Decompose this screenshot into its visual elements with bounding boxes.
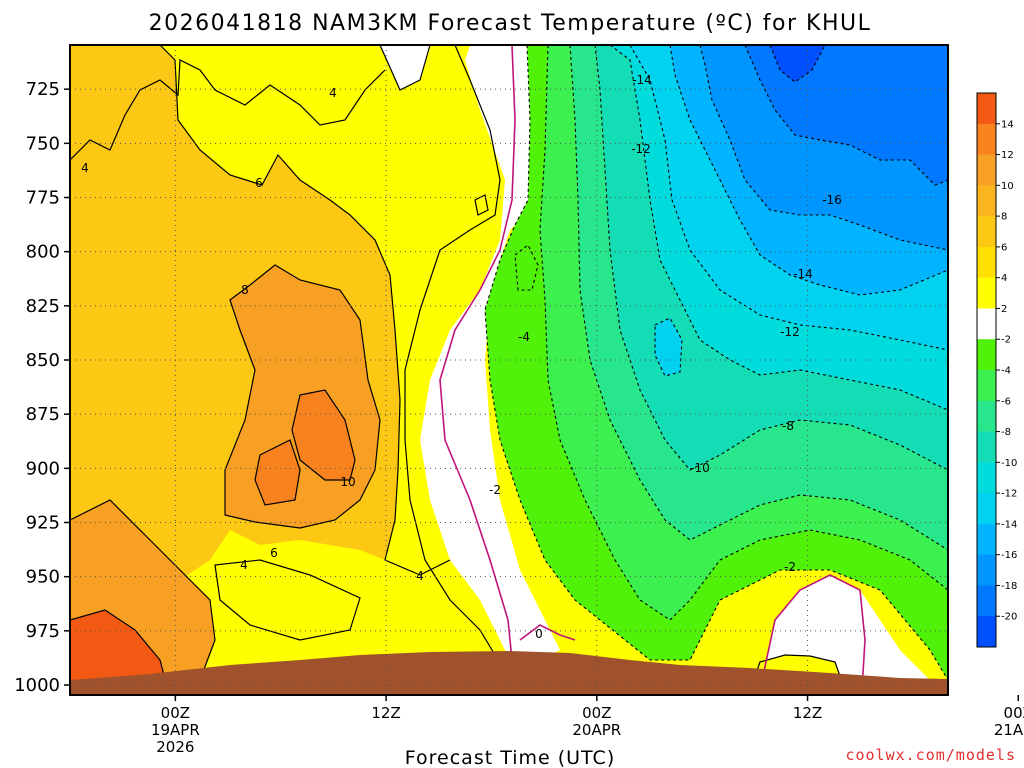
- colorbar-tick-label: 12: [1001, 150, 1014, 161]
- plot-frame: [69, 44, 949, 696]
- x-tick-label: 00Z: [1004, 704, 1024, 722]
- colorbar-swatch: [977, 431, 996, 463]
- colorbar-tick-label: 4: [1001, 273, 1007, 284]
- contour-labels: 4 4 6 8 10 6 4 4 -2 -4 0 -14 -12 -16 -14 -12 -8 -10 -2: [81, 73, 842, 641]
- colorbar: 14 12 10 8 6 4 2 -2 -4 -6 -8 -10 -12 -14 -16 -18 -20: [976, 92, 1017, 648]
- credit-text: coolwx.com/models: [845, 746, 1016, 764]
- x-tick-label: 12Z: [793, 704, 822, 722]
- x-tick-label: 19APR: [151, 721, 200, 739]
- contour-label: 4: [81, 161, 89, 175]
- contour-label: -2: [784, 560, 796, 574]
- contour-label: 8: [241, 283, 249, 297]
- x-tick-label: 21APR: [994, 721, 1024, 739]
- contour-label: -14: [793, 267, 813, 281]
- contour-label: 6: [255, 176, 263, 190]
- colorbar-tick-label: -20: [1001, 612, 1017, 623]
- negative-contour-lines: [484, 45, 948, 681]
- colorbar-swatch: [977, 277, 996, 309]
- contour-label: 4: [329, 86, 337, 100]
- y-axis: 725 750 775 800 825 850 875 900 925 950 975 1000: [14, 79, 70, 696]
- y-tick-label: 950: [26, 567, 60, 588]
- colorbar-swatch: [977, 554, 996, 586]
- y-tick-label: 875: [26, 404, 60, 425]
- y-tick-label: 900: [26, 458, 60, 479]
- x-tick-label: 20APR: [572, 721, 621, 739]
- contour-label: 6: [270, 546, 278, 560]
- y-tick-label: 975: [26, 621, 60, 642]
- contour-label: -14: [632, 73, 652, 87]
- positive-contour-lines: [70, 45, 846, 691]
- x-tick-label: 12Z: [371, 704, 400, 722]
- colorbar-tick-label: 10: [1001, 181, 1014, 192]
- colorbar-swatch: [977, 493, 996, 525]
- fill-white-top: [380, 45, 430, 90]
- x-tick-label: 00Z: [582, 704, 611, 722]
- colorbar-tick-label: -16: [1001, 550, 1017, 561]
- x-tick-label: 00Z: [161, 704, 190, 722]
- colorbar-swatch: [977, 93, 996, 125]
- colorbar-swatch: [977, 462, 996, 494]
- colorbar-swatch: [977, 370, 996, 402]
- contour-label: 0: [535, 627, 543, 641]
- fill-cyan-pocket: [655, 318, 682, 376]
- contour-label: -12: [631, 142, 651, 156]
- contour-label: -10: [690, 461, 710, 475]
- contour-label: -16: [822, 193, 842, 207]
- colorbar-swatch: [977, 216, 996, 248]
- x-tick-label: 2026: [156, 738, 194, 756]
- colorbar-swatch: [977, 154, 996, 186]
- y-tick-label: 725: [26, 79, 60, 100]
- fill-red-12-plus: [70, 610, 168, 690]
- colorbar-swatch: [977, 185, 996, 217]
- colorbar-tick-label: 8: [1001, 212, 1007, 223]
- contour-label: -12: [780, 325, 800, 339]
- colorbar-swatch: [977, 339, 996, 371]
- y-tick-label: 750: [26, 133, 60, 154]
- colorbar-swatch: [977, 308, 996, 340]
- contour-label: 10: [340, 475, 355, 489]
- colorbar-swatch: [977, 616, 996, 648]
- colorbar-tick-label: -6: [1001, 396, 1011, 407]
- contour-label: 4: [240, 558, 248, 572]
- contour-label: -4: [518, 330, 530, 344]
- colorbar-tick-label: 14: [1001, 119, 1014, 130]
- colorbar-tick-label: 2: [1001, 304, 1007, 315]
- colorbar-swatch: [977, 246, 996, 279]
- y-tick-label: 800: [26, 242, 60, 263]
- grid-lines: [70, 45, 948, 695]
- colorbar-tick-label: -12: [1001, 489, 1017, 500]
- colorbar-swatch: [977, 123, 996, 156]
- colorbar-tick-label: 6: [1001, 242, 1007, 253]
- zero-contour-lines: [439, 45, 866, 691]
- chart-title: 2026041818 NAM3KM Forecast Temperature (…: [149, 11, 872, 36]
- colorbar-tick-label: -10: [1001, 458, 1017, 469]
- colorbar-swatch: [977, 400, 996, 433]
- colorbar-tick-label: -14: [1001, 519, 1017, 530]
- fill-yellow-pocket: [215, 560, 360, 640]
- y-tick-label: 775: [26, 188, 60, 209]
- fill-orange-10-plus-small: [255, 440, 300, 505]
- ground-surface: [70, 651, 948, 695]
- y-tick-label: 1000: [14, 675, 60, 696]
- fill-white-near-zero: [420, 45, 560, 660]
- contour-label: -8: [782, 419, 794, 433]
- contour-label: -2: [489, 483, 501, 497]
- y-tick-label: 850: [26, 350, 60, 371]
- fill-orange-10-plus: [292, 390, 355, 480]
- x-axis: 00Z19APR202612Z00Z20APR12Z00Z21APR: [151, 695, 1024, 756]
- y-tick-label: 925: [26, 513, 60, 534]
- colorbar-tick-label: -8: [1001, 427, 1011, 438]
- colorbar-tick-label: -4: [1001, 366, 1011, 377]
- colorbar-tick-label: -2: [1001, 335, 1011, 346]
- colorbar-swatch: [977, 523, 996, 556]
- x-axis-label: Forecast Time (UTC): [405, 747, 615, 768]
- contour-label: 4: [416, 569, 424, 583]
- colorbar-tick-label: -18: [1001, 581, 1017, 592]
- y-tick-label: 825: [26, 296, 60, 317]
- plot-area: 4 4 6 8 10 6 4 4 -2 -4 0 -14 -12 -16 -14 -12 -8 -10 -2: [70, 45, 948, 695]
- colorbar-swatch: [977, 585, 996, 617]
